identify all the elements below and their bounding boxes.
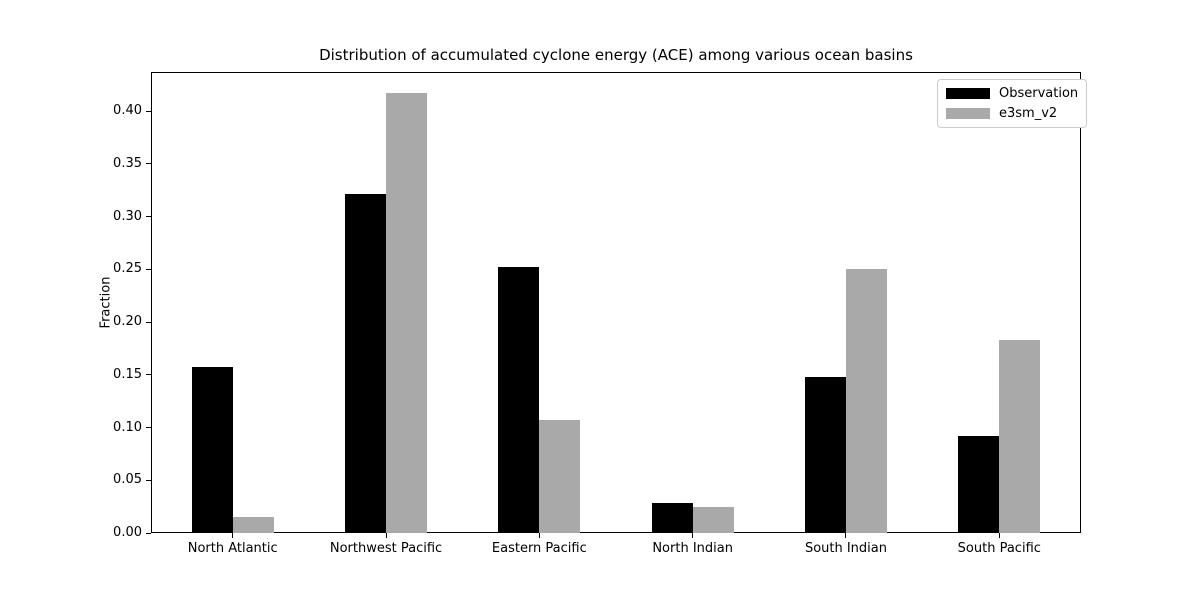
y-tick-mark	[146, 321, 151, 323]
x-tick-label-northwest-pacific: Northwest Pacific	[329, 541, 443, 556]
bar-e3sm-v2-north-indian	[692, 506, 734, 533]
y-tick-mark	[146, 532, 151, 534]
bar-e3sm-v2-south-indian	[845, 269, 887, 533]
y-tick-mark	[146, 427, 151, 428]
y-tick-mark	[146, 268, 151, 270]
plot-area	[151, 72, 1081, 533]
x-tick-mark	[998, 533, 1000, 538]
x-tick-mark	[692, 533, 694, 538]
x-tick-mark	[845, 533, 847, 538]
legend-swatch-observation	[946, 88, 990, 99]
x-tick-label-eastern-pacific: Eastern Pacific	[491, 541, 587, 556]
x-tick-label-south-pacific: South Pacific	[957, 541, 1041, 556]
legend-label-e3sm-v2: e3sm_v2	[999, 106, 1058, 121]
x-tick-mark	[538, 533, 540, 538]
y-tick-label: 0.35	[113, 155, 142, 171]
legend-item-e3sm-v2: e3sm_v2	[946, 106, 1078, 121]
y-tick-mark	[146, 374, 151, 376]
bar-observation-north-indian	[651, 503, 693, 533]
y-tick-label: 0.25	[113, 261, 142, 277]
bar-observation-south-pacific	[958, 435, 1000, 533]
legend: Observation e3sm_v2	[937, 79, 1088, 128]
y-tick-mark	[146, 216, 151, 218]
bar-observation-north-atlantic	[191, 367, 233, 533]
legend-item-observation: Observation	[946, 86, 1078, 101]
y-tick-label: 0.20	[113, 314, 142, 330]
bar-observation-northwest-pacific	[345, 194, 387, 533]
y-tick-label: 0.00	[113, 525, 142, 540]
y-tick-mark	[146, 163, 151, 165]
bar-e3sm-v2-south-pacific	[999, 339, 1041, 533]
y-tick-mark	[146, 110, 151, 112]
y-tick-mark	[146, 479, 151, 481]
bar-e3sm-v2-north-atlantic	[232, 517, 274, 533]
x-tick-mark	[385, 533, 387, 538]
bar-observation-south-indian	[804, 376, 846, 533]
x-tick-label-north-atlantic: North Atlantic	[187, 541, 278, 556]
y-tick-label: 0.10	[113, 419, 142, 435]
y-tick-label: 0.05	[113, 472, 142, 488]
y-tick-label: 0.40	[113, 103, 142, 119]
y-tick-label: 0.30	[113, 208, 142, 224]
legend-swatch-e3sm-v2	[946, 108, 990, 119]
bar-e3sm-v2-eastern-pacific	[539, 420, 581, 533]
y-tick-label: 0.15	[113, 366, 142, 382]
x-tick-label-south-indian: South Indian	[804, 541, 887, 556]
x-tick-mark	[232, 533, 234, 538]
legend-label-observation: Observation	[999, 86, 1079, 101]
bar-e3sm-v2-northwest-pacific	[386, 93, 428, 533]
x-tick-label-north-indian: North Indian	[652, 541, 733, 556]
chart-title: Distribution of accumulated cyclone ener…	[319, 46, 913, 64]
bar-observation-eastern-pacific	[498, 267, 540, 533]
